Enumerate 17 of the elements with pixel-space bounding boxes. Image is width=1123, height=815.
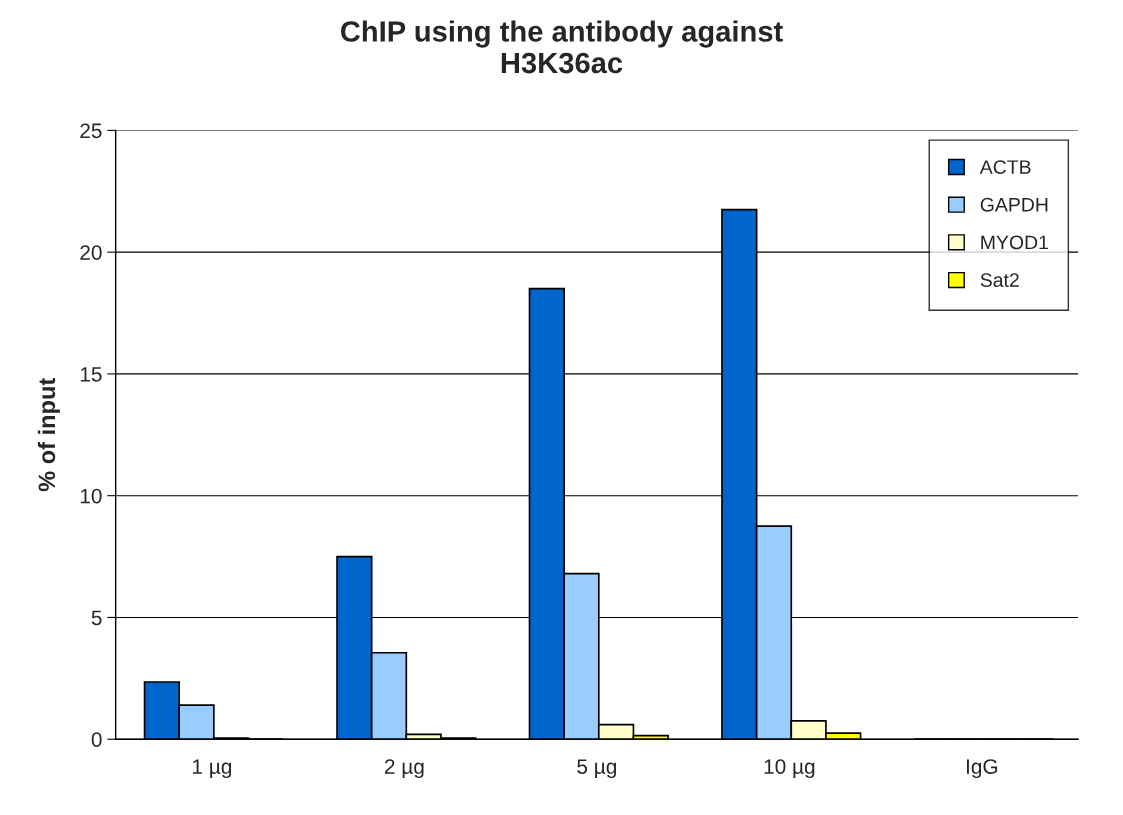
legend-label: Sat2: [980, 273, 1019, 287]
x-tick-label: IgG: [966, 759, 998, 779]
legend-label: ACTB: [979, 160, 1031, 174]
x-tick-label: 2 µg: [384, 759, 424, 779]
x-tick-label: 5 µg: [577, 759, 617, 779]
y-tick-label: 25: [80, 123, 102, 139]
y-tick-label: 0: [91, 732, 102, 747]
legend-label: MYOD1: [981, 235, 1048, 250]
y-axis-title: % of input: [37, 378, 60, 492]
y-tick-label: 5: [91, 610, 102, 626]
y-tick-label: 20: [80, 245, 102, 260]
legend-label: GAPDH: [980, 197, 1048, 212]
x-tick-label: 10 µg: [764, 759, 815, 779]
x-tick-label: 1 µg: [193, 759, 232, 779]
y-tick-label: 10: [80, 488, 102, 504]
y-tick-label: 15: [80, 367, 102, 382]
chart-title: ChIP using the antibody against H3K36ac: [340, 20, 783, 74]
